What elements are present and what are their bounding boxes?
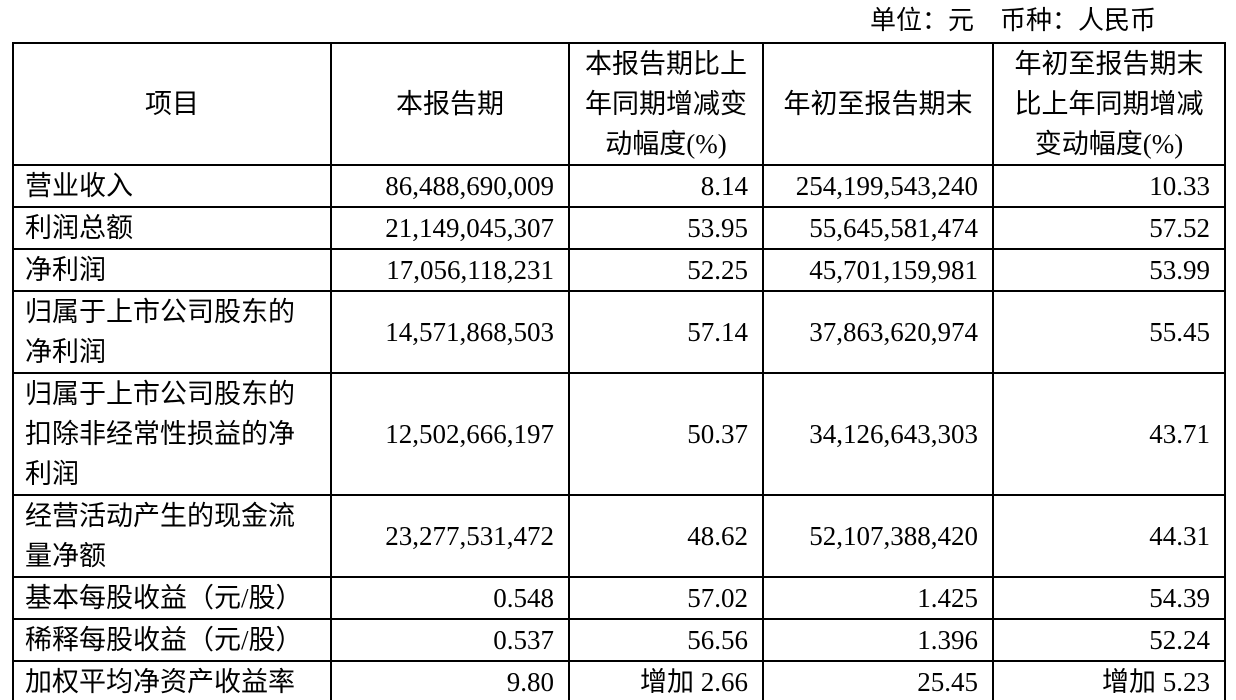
ytd-value: 52,107,388,420 [762, 494, 994, 578]
row-item-label: 稀释每股收益（元/股） [12, 618, 332, 662]
table-body: 营业收入 86,488,690,009 8.14 254,199,543,240… [12, 164, 1226, 700]
row-item-label: 加权平均净资产收益率 [12, 660, 332, 700]
current-change-value: 56.56 [568, 618, 764, 662]
current-change-value: 8.14 [568, 164, 764, 208]
unit-currency-caption: 单位：元 币种：人民币 [869, 6, 1156, 35]
header-row: 项目 本报告期 本报告期比上 年同期增减变 动幅度(%) 年初至报告期末 年初至… [12, 42, 1226, 166]
col-header-item: 项目 [12, 42, 332, 166]
row-item-label: 归属于上市公司股东的 扣除非经常性损益的净 利润 [12, 372, 332, 496]
col-header-current-period: 本报告期 [330, 42, 570, 166]
row-item-label: 经营活动产生的现金流 量净额 [12, 494, 332, 578]
current-change-value: 52.25 [568, 248, 764, 292]
ytd-value: 45,701,159,981 [762, 248, 994, 292]
current-period-value: 0.548 [330, 576, 570, 620]
ytd-value: 34,126,643,303 [762, 372, 994, 496]
current-period-value: 9.80 [330, 660, 570, 700]
current-period-value: 0.537 [330, 618, 570, 662]
table-row: 稀释每股收益（元/股） 0.537 56.56 1.396 52.24 [12, 618, 1226, 662]
table-row: 营业收入 86,488,690,009 8.14 254,199,543,240… [12, 164, 1226, 208]
ytd-change-value: 53.99 [992, 248, 1226, 292]
ytd-value: 254,199,543,240 [762, 164, 994, 208]
row-item-label: 净利润 [12, 248, 332, 292]
ytd-value: 37,863,620,974 [762, 290, 994, 374]
current-period-value: 23,277,531,472 [330, 494, 570, 578]
ytd-change-value: 44.31 [992, 494, 1226, 578]
ytd-value: 55,645,581,474 [762, 206, 994, 250]
current-period-value: 12,502,666,197 [330, 372, 570, 496]
ytd-change-value: 43.71 [992, 372, 1226, 496]
current-period-value: 14,571,868,503 [330, 290, 570, 374]
ytd-change-value: 52.24 [992, 618, 1226, 662]
ytd-change-value: 54.39 [992, 576, 1226, 620]
current-period-value: 17,056,118,231 [330, 248, 570, 292]
table-row: 经营活动产生的现金流 量净额 23,277,531,472 48.62 52,1… [12, 494, 1226, 578]
row-item-label: 营业收入 [12, 164, 332, 208]
table-row: 归属于上市公司股东的 净利润 14,571,868,503 57.14 37,8… [12, 290, 1226, 374]
col-header-current-change: 本报告期比上 年同期增减变 动幅度(%) [568, 42, 764, 166]
col-header-ytd: 年初至报告期末 [762, 42, 994, 166]
current-period-value: 21,149,045,307 [330, 206, 570, 250]
table-row: 净利润 17,056,118,231 52.25 45,701,159,981 … [12, 248, 1226, 292]
ytd-value: 1.396 [762, 618, 994, 662]
row-item-label: 利润总额 [12, 206, 332, 250]
ytd-change-value: 57.52 [992, 206, 1226, 250]
table-row: 归属于上市公司股东的 扣除非经常性损益的净 利润 12,502,666,197 … [12, 372, 1226, 496]
col-header-ytd-change: 年初至报告期末 比上年同期增减 变动幅度(%) [992, 42, 1226, 166]
current-change-value: 53.95 [568, 206, 764, 250]
current-period-value: 86,488,690,009 [330, 164, 570, 208]
row-item-label: 基本每股收益（元/股） [12, 576, 332, 620]
current-change-value: 50.37 [568, 372, 764, 496]
current-change-value: 增加 2.66 [568, 660, 764, 700]
current-change-value: 48.62 [568, 494, 764, 578]
row-item-label: 归属于上市公司股东的 净利润 [12, 290, 332, 374]
current-change-value: 57.14 [568, 290, 764, 374]
table-row: 基本每股收益（元/股） 0.548 57.02 1.425 54.39 [12, 576, 1226, 620]
ytd-value: 1.425 [762, 576, 994, 620]
current-change-value: 57.02 [568, 576, 764, 620]
ytd-change-value: 55.45 [992, 290, 1226, 374]
ytd-change-value: 增加 5.23 [992, 660, 1226, 700]
financial-summary-table: 项目 本报告期 本报告期比上 年同期增减变 动幅度(%) 年初至报告期末 年初至… [12, 42, 1226, 700]
table-row: 利润总额 21,149,045,307 53.95 55,645,581,474… [12, 206, 1226, 250]
ytd-change-value: 10.33 [992, 164, 1226, 208]
table-row: 加权平均净资产收益率 9.80 增加 2.66 25.45 增加 5.23 [12, 660, 1226, 700]
ytd-value: 25.45 [762, 660, 994, 700]
